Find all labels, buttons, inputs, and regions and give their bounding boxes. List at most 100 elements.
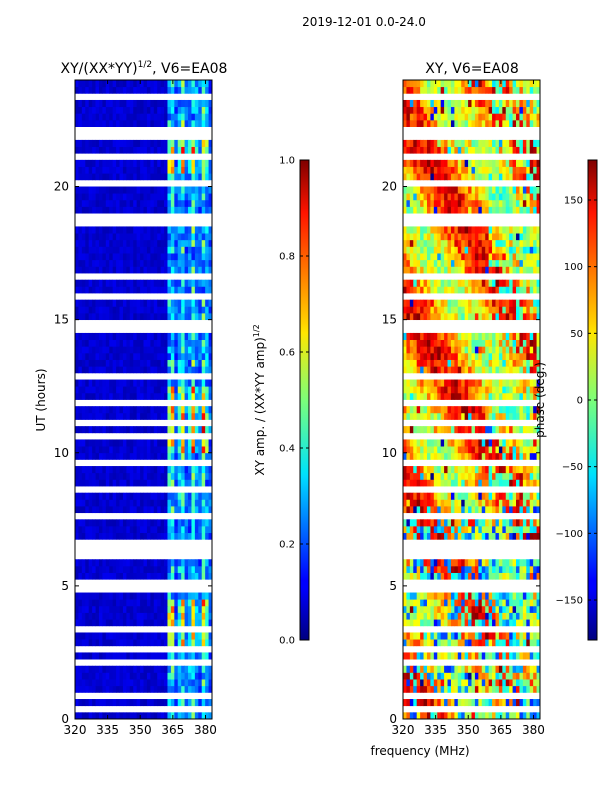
phase-cell: [512, 406, 517, 414]
phase-cell: [420, 299, 424, 307]
phase-cell: [509, 672, 513, 680]
phase-cell: [464, 472, 469, 480]
amplitude-cell: [143, 412, 148, 420]
phase-cell: [447, 193, 452, 201]
amplitude-cell: [75, 80, 79, 88]
amplitude-cell: [88, 206, 93, 214]
amplitude-cell: [170, 559, 175, 567]
phase-cell: [423, 233, 428, 241]
phase-cell: [440, 599, 445, 607]
amplitude-cell: [184, 499, 189, 507]
amplitude-cell: [164, 106, 168, 114]
phase-cell: [519, 712, 524, 719]
phase-cell: [444, 559, 448, 567]
phase-cell: [526, 299, 531, 307]
amplitude-cell: [95, 679, 100, 687]
phase-cell: [492, 619, 496, 627]
amplitude-cell: [102, 565, 107, 573]
phase-cell: [461, 359, 466, 367]
amplitude-cell: [78, 525, 83, 534]
phase-cell: [505, 685, 510, 693]
amplitude-cell: [102, 253, 107, 261]
phase-cell: [478, 239, 483, 247]
amplitude-cell: [129, 306, 134, 314]
phase-cell: [474, 652, 479, 660]
amplitude-cell: [160, 239, 165, 247]
amplitude-cell: [116, 406, 120, 414]
phase-cell: [413, 572, 418, 580]
amplitude-cell: [146, 559, 151, 567]
amplitude-cell: [208, 452, 212, 460]
amplitude-cell: [157, 525, 162, 534]
phase-cell: [498, 592, 503, 600]
amplitude-cell: [126, 312, 131, 321]
amplitude-cell: [153, 446, 158, 454]
amplitude-cell: [153, 206, 158, 214]
amplitude-cell: [112, 386, 117, 394]
phase-cell: [430, 233, 435, 241]
amplitude-cell: [170, 492, 175, 500]
amplitude-cell: [119, 406, 124, 414]
phase-cell: [464, 392, 469, 400]
amplitude-cell: [208, 612, 212, 620]
amplitude-cell: [170, 359, 175, 367]
phase-cell: [485, 672, 490, 680]
phase-cell: [437, 665, 442, 673]
amplitude-cell: [105, 86, 110, 94]
amplitude-cell: [160, 306, 165, 314]
phase-cell: [430, 652, 435, 660]
amplitude-cell: [136, 166, 141, 174]
phase-cell: [468, 712, 472, 719]
phase-cell: [437, 525, 442, 534]
phase-cell: [403, 639, 407, 647]
phase-cell: [413, 639, 418, 647]
phase-cell: [430, 253, 435, 261]
phase-cell: [461, 672, 466, 680]
amplitude-cell: [92, 532, 96, 540]
amplitude-cell: [102, 559, 107, 567]
phase-cell: [440, 572, 445, 580]
amplitude-cell: [160, 652, 165, 660]
amplitude-cell: [157, 332, 162, 340]
phase-cell: [481, 259, 486, 267]
amplitude-cell: [208, 572, 212, 580]
amplitude-cell: [205, 699, 209, 707]
amplitude-cell: [98, 199, 103, 207]
amplitude-cell: [188, 619, 192, 627]
amplitude-cell: [150, 106, 155, 114]
amplitude-cell: [146, 605, 151, 613]
amplitude-cell: [75, 452, 79, 460]
phase-cell: [498, 246, 503, 254]
amplitude-cell: [177, 672, 182, 680]
amplitude-cell: [136, 193, 141, 201]
phase-cell: [505, 299, 510, 307]
phase-cell: [468, 312, 472, 321]
phase-cell: [471, 572, 476, 580]
amplitude-cell: [88, 286, 93, 294]
amplitude-cell: [116, 233, 120, 241]
amplitude-cell: [153, 412, 158, 420]
phase-cell: [474, 565, 479, 573]
phase-cell: [461, 639, 466, 647]
phase-cell: [495, 532, 500, 540]
amplitude-cell: [188, 80, 192, 88]
phase-cell: [457, 446, 462, 454]
amplitude-cell: [164, 346, 168, 354]
phase-cell: [492, 286, 496, 294]
phase-cell: [512, 679, 517, 687]
amplitude-cell: [122, 619, 127, 627]
amplitude-cell: [181, 446, 185, 454]
amplitude-cell: [88, 379, 93, 387]
amplitude-cell: [198, 479, 203, 487]
phase-cell: [433, 206, 438, 214]
phase-cell: [522, 672, 527, 680]
phase-cell: [485, 239, 490, 247]
phase-cell: [529, 632, 534, 640]
phase-cell: [509, 406, 513, 414]
amplitude-cell: [146, 266, 151, 274]
phase-cell: [416, 359, 421, 367]
amplitude-cell: [181, 206, 185, 214]
phase-cell: [485, 466, 490, 474]
amplitude-cell: [188, 479, 192, 487]
amplitude-cell: [81, 206, 86, 214]
